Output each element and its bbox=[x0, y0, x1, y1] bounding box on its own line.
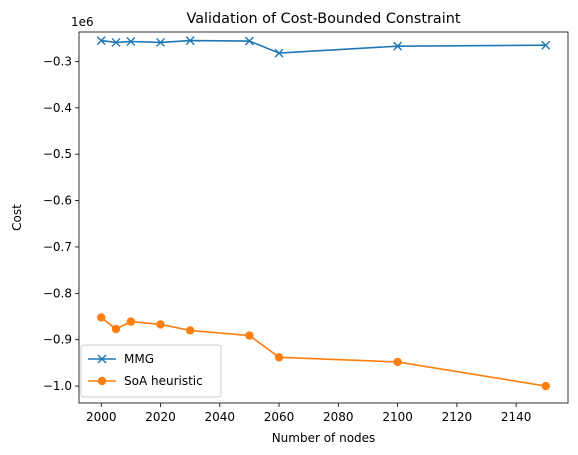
y-axis-ticks: −1.0 −0.9 −0.8 −0.7 −0.6 −0.5 −0.4 −0.3 bbox=[43, 54, 79, 393]
x-tick-label: 2020 bbox=[145, 410, 176, 424]
data-point-soa-heuristic bbox=[185, 326, 195, 335]
y-tick-label: −0.8 bbox=[43, 286, 72, 300]
x-tick-label: 2040 bbox=[204, 410, 235, 424]
data-point-mmg bbox=[96, 36, 106, 46]
data-point-mmg bbox=[393, 41, 403, 51]
plot-frame bbox=[78, 31, 569, 404]
data-point-soa-heuristic bbox=[245, 331, 254, 340]
legend-label-soa-heuristic: SoA heuristic bbox=[124, 374, 203, 388]
x-axis-ticks: 2000 2020 2040 2060 2080 2100 2120 2140 bbox=[86, 403, 531, 424]
x-tick-label: 2080 bbox=[323, 410, 354, 424]
data-point-mmg bbox=[185, 36, 195, 46]
data-point-soa-heuristic bbox=[393, 357, 402, 367]
data-point-soa-heuristic bbox=[111, 324, 121, 334]
data-point-mmg bbox=[111, 37, 121, 47]
x-tick-label: 2120 bbox=[442, 410, 473, 424]
x-tick-label: 2060 bbox=[264, 410, 295, 424]
legend-label-mmg: MMG bbox=[124, 352, 154, 366]
data-point-soa-heuristic bbox=[97, 313, 106, 322]
data-point-soa-heuristic bbox=[156, 320, 165, 329]
y-tick-label: −0.9 bbox=[43, 333, 72, 347]
y-tick-label: −0.5 bbox=[43, 147, 72, 161]
y-tick-label: −0.7 bbox=[43, 240, 72, 254]
data-point-soa-heuristic bbox=[274, 353, 284, 362]
data-point-mmg bbox=[156, 37, 165, 47]
data-point-soa-heuristic bbox=[541, 381, 550, 391]
x-tick-label: 2100 bbox=[382, 410, 413, 424]
data-point-soa-heuristic bbox=[126, 317, 136, 326]
chart-title: Validation of Cost-Bounded Constraint bbox=[187, 11, 461, 27]
series-line-mmg bbox=[101, 39, 546, 54]
x-tick-label: 2140 bbox=[501, 410, 532, 424]
data-point-mmg bbox=[541, 40, 551, 50]
legend-marker-soa-heuristic bbox=[97, 376, 107, 386]
legend-box bbox=[80, 344, 222, 398]
y-tick-label: −0.3 bbox=[43, 54, 72, 68]
x-axis-label: Number of nodes bbox=[272, 431, 376, 445]
data-point-mmg bbox=[126, 37, 136, 47]
data-point-mmg bbox=[244, 36, 254, 46]
legend: MMG SoA heuristic bbox=[80, 344, 222, 398]
x-tick-label: 2000 bbox=[86, 410, 117, 424]
y-axis-label: Cost bbox=[10, 204, 24, 231]
data-point-mmg bbox=[274, 48, 284, 58]
y-offset-label: 1e6 bbox=[71, 15, 94, 29]
y-tick-label: −1.0 bbox=[43, 379, 72, 393]
legend-marker-mmg bbox=[97, 354, 107, 364]
y-tick-label: −0.6 bbox=[43, 194, 72, 208]
y-tick-label: −0.4 bbox=[43, 101, 72, 115]
plot-series bbox=[96, 36, 551, 391]
